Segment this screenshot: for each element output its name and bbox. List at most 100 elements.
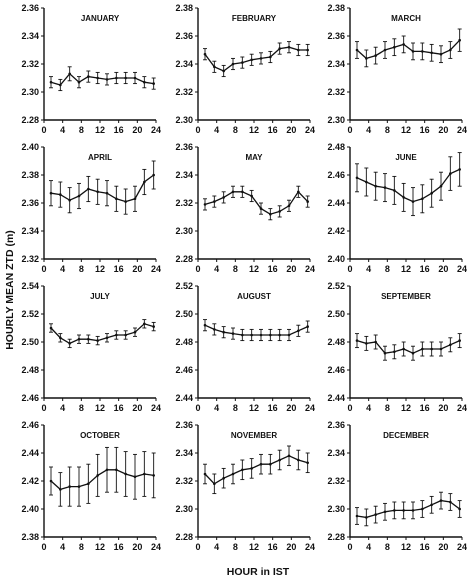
data-point bbox=[77, 194, 81, 198]
y-tick-label: 2.36 bbox=[327, 420, 345, 430]
x-tick-label: 20 bbox=[286, 403, 296, 413]
x-tick-label: 16 bbox=[268, 264, 278, 274]
data-point bbox=[306, 48, 309, 52]
y-tick-label: 2.34 bbox=[327, 59, 345, 69]
x-tick-label: 16 bbox=[114, 125, 124, 135]
data-point bbox=[439, 184, 443, 188]
data-point bbox=[365, 57, 368, 60]
panel-title: DECEMBER bbox=[383, 431, 429, 440]
data-point bbox=[213, 65, 216, 69]
panel-february: 2.38 2.36 2.34 2.32 2.300 4 8 12 16 20 24 FEBRUARY bbox=[175, 3, 315, 135]
x-tick-label: 8 bbox=[79, 125, 84, 135]
data-point bbox=[383, 48, 387, 52]
y-tick-label: 2.48 bbox=[327, 337, 345, 347]
data-point bbox=[374, 513, 377, 516]
x-tick-label: 16 bbox=[114, 264, 124, 274]
y-tick-label: 2.44 bbox=[175, 393, 193, 403]
x-tick-label: 12 bbox=[401, 403, 411, 413]
data-point bbox=[68, 198, 71, 202]
x-tick-label: 8 bbox=[233, 542, 238, 552]
data-point bbox=[430, 51, 433, 55]
x-tick-label: 0 bbox=[41, 264, 46, 274]
y-tick-label: 2.46 bbox=[21, 393, 39, 403]
data-point bbox=[402, 509, 405, 512]
x-tick-label: 20 bbox=[132, 125, 142, 135]
y-tick-label: 2.28 bbox=[175, 254, 193, 264]
data-point bbox=[241, 190, 244, 194]
panel-title: OCTOBER bbox=[80, 431, 120, 440]
data-point bbox=[77, 80, 81, 84]
x-tick-label: 0 bbox=[195, 264, 200, 274]
data-point bbox=[365, 516, 368, 519]
panel-title: JULY bbox=[90, 292, 110, 301]
data-point bbox=[59, 336, 62, 340]
x-tick-label: 16 bbox=[268, 403, 278, 413]
data-point bbox=[449, 343, 452, 347]
data-point bbox=[402, 347, 405, 351]
data-point bbox=[259, 207, 263, 210]
data-point bbox=[297, 48, 300, 52]
data-point bbox=[49, 80, 53, 84]
x-tick-label: 12 bbox=[95, 403, 105, 413]
x-tick-label: 20 bbox=[438, 125, 448, 135]
data-point bbox=[287, 454, 291, 458]
data-point bbox=[383, 510, 387, 514]
data-point bbox=[68, 72, 71, 76]
y-tick-label: 2.46 bbox=[175, 365, 193, 375]
x-tick-label: 24 bbox=[457, 125, 467, 135]
y-tick-label: 2.36 bbox=[327, 31, 345, 41]
x-tick-label: 24 bbox=[305, 542, 315, 552]
x-tick-label: 8 bbox=[233, 403, 238, 413]
data-point bbox=[152, 474, 155, 477]
x-tick-label: 12 bbox=[249, 125, 259, 135]
x-tick-label: 24 bbox=[305, 125, 315, 135]
x-tick-label: 0 bbox=[347, 125, 352, 135]
data-point bbox=[269, 462, 272, 466]
data-point bbox=[87, 482, 90, 486]
data-point bbox=[152, 82, 155, 85]
data-point bbox=[306, 461, 309, 465]
panel-january: 2.36 2.34 2.32 2.30 2.280 4 8 12 16 20 24 JANUARY bbox=[21, 3, 161, 135]
data-point bbox=[278, 458, 281, 462]
data-point bbox=[287, 204, 291, 208]
y-tick-label: 2.38 bbox=[21, 532, 39, 542]
data-point bbox=[355, 48, 359, 52]
panel-title: FEBRUARY bbox=[232, 14, 277, 23]
data-point bbox=[115, 468, 118, 472]
data-point bbox=[124, 333, 127, 337]
panel-june: 2.48 2.46 2.44 2.42 2.400 4 8 12 16 20 24 JUNE bbox=[327, 142, 467, 274]
y-tick-label: 2.30 bbox=[175, 504, 193, 514]
data-point bbox=[411, 351, 415, 355]
y-tick-label: 2.40 bbox=[327, 254, 345, 264]
x-tick-label: 8 bbox=[79, 403, 84, 413]
data-point bbox=[421, 197, 424, 201]
data-point bbox=[213, 200, 216, 203]
y-tick-label: 2.34 bbox=[21, 226, 39, 236]
data-point bbox=[297, 329, 300, 333]
series-line bbox=[50, 323, 154, 345]
data-point bbox=[87, 337, 90, 341]
x-tick-label: 4 bbox=[366, 264, 371, 274]
data-point bbox=[297, 190, 300, 194]
data-point bbox=[222, 196, 225, 199]
y-tick-label: 2.52 bbox=[175, 281, 193, 291]
series-line bbox=[204, 324, 308, 336]
panel-september: 2.52 2.50 2.48 2.46 2.440 4 8 12 16 20 24 SEPTEMBER bbox=[327, 281, 467, 413]
y-tick-label: 2.34 bbox=[21, 31, 39, 41]
panel-title: MARCH bbox=[391, 14, 421, 23]
y-tick-label: 2.52 bbox=[21, 309, 39, 319]
y-tick-label: 2.28 bbox=[327, 532, 345, 542]
data-point bbox=[143, 80, 146, 84]
data-point bbox=[133, 475, 137, 479]
data-point bbox=[96, 190, 99, 194]
y-tick-label: 2.38 bbox=[327, 3, 345, 13]
series-line bbox=[356, 39, 461, 60]
x-tick-label: 4 bbox=[366, 125, 371, 135]
series-line bbox=[50, 174, 155, 203]
panel-august: 2.52 2.50 2.48 2.46 2.440 4 8 12 16 20 24 AUGUST bbox=[175, 281, 315, 413]
data-point bbox=[59, 488, 62, 491]
x-tick-label: 24 bbox=[151, 264, 161, 274]
x-tick-label: 24 bbox=[457, 403, 467, 413]
x-tick-label: 12 bbox=[401, 125, 411, 135]
